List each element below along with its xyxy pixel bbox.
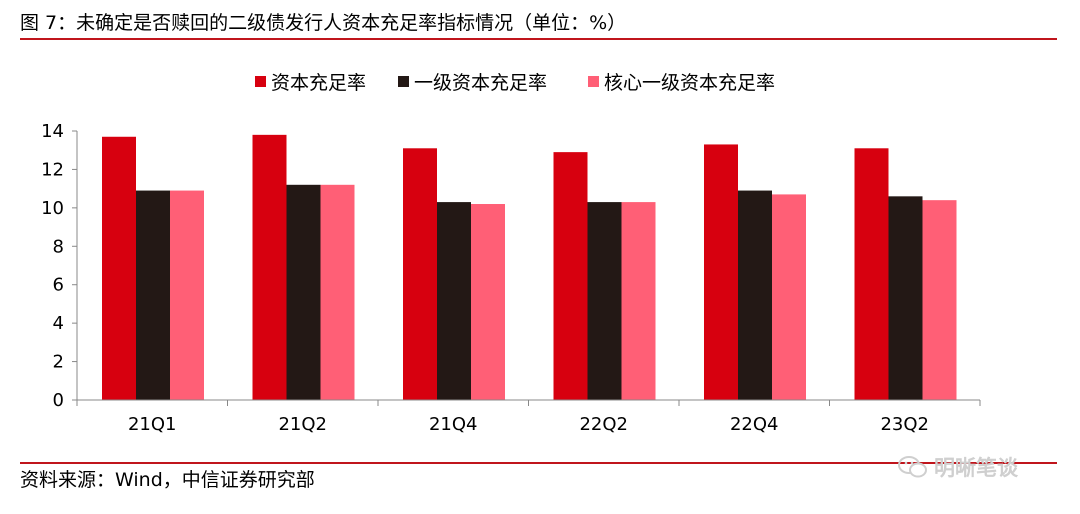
y-tick-label: 2 bbox=[53, 352, 64, 373]
y-tick-label: 12 bbox=[41, 159, 64, 180]
y-tick-label: 6 bbox=[53, 275, 64, 296]
bar-23Q2-series-2 bbox=[888, 196, 923, 400]
y-tick-label: 8 bbox=[53, 236, 64, 257]
chart-legend: 资本充足率 一级资本充足率 核心一级资本充足率 bbox=[255, 72, 775, 94]
bar-21Q4-series-3 bbox=[471, 204, 505, 400]
x-tick-label: 21Q2 bbox=[278, 414, 327, 435]
bar-22Q4-series-3 bbox=[772, 194, 806, 400]
bar-23Q2-series-1 bbox=[854, 148, 889, 400]
legend-label-2: 一级资本充足率 bbox=[414, 72, 547, 94]
bar-21Q1-series-1 bbox=[102, 136, 136, 400]
bar-21Q1-series-3 bbox=[170, 190, 204, 400]
x-tick-label: 21Q1 bbox=[128, 414, 177, 435]
bar-22Q2-series-1 bbox=[553, 152, 588, 400]
x-tick-label: 21Q4 bbox=[429, 414, 478, 435]
chart-title: 图 7：未确定是否赎回的二级债发行人资本充足率指标情况（单位：%） bbox=[20, 12, 627, 34]
bar-23Q2-series-3 bbox=[922, 200, 957, 400]
bar-21Q2-series-2 bbox=[286, 184, 321, 400]
wechat-icon bbox=[898, 456, 927, 478]
source-note: 资料来源：Wind，中信证券研究部 bbox=[20, 469, 315, 491]
bar-22Q4-series-1 bbox=[704, 144, 738, 400]
watermark-text: 明晰笔谈 bbox=[934, 456, 1018, 480]
bar-22Q2-series-2 bbox=[587, 202, 622, 400]
chart-bars bbox=[102, 134, 957, 401]
legend-label-3: 核心一级资本充足率 bbox=[604, 72, 775, 94]
bar-21Q4-series-2 bbox=[437, 202, 471, 400]
bar-chart: 资本充足率 一级资本充足率 核心一级资本充足率 0 2 4 6 8 10 12 14 21Q1 21Q… bbox=[41, 72, 981, 435]
watermark: 明晰笔谈 bbox=[898, 452, 1018, 482]
y-tick-label: 14 bbox=[41, 121, 64, 142]
bar-22Q2-series-3 bbox=[621, 202, 656, 400]
footer-divider bbox=[20, 462, 1057, 464]
bar-21Q2-series-3 bbox=[320, 184, 355, 400]
bar-21Q4-series-1 bbox=[403, 148, 437, 400]
legend-swatch-3 bbox=[588, 76, 599, 87]
bar-21Q1-series-2 bbox=[136, 190, 170, 400]
bar-21Q2-series-1 bbox=[252, 134, 287, 401]
legend-swatch-2 bbox=[398, 76, 409, 87]
legend-label-1: 资本充足率 bbox=[271, 72, 366, 94]
chart-axes: 0 2 4 6 8 10 12 14 21Q1 21Q2 21Q4 22Q2 22Q4 23Q2 bbox=[41, 121, 981, 435]
y-tick-label: 0 bbox=[53, 390, 64, 411]
x-tick-label: 22Q2 bbox=[579, 414, 628, 435]
x-tick-label: 22Q4 bbox=[730, 414, 779, 435]
y-tick-label: 4 bbox=[53, 313, 64, 334]
bar-22Q4-series-2 bbox=[738, 190, 772, 400]
title-divider bbox=[20, 38, 1057, 40]
y-tick-label: 10 bbox=[41, 198, 64, 219]
legend-swatch-1 bbox=[255, 76, 266, 87]
x-tick-label: 23Q2 bbox=[880, 414, 929, 435]
